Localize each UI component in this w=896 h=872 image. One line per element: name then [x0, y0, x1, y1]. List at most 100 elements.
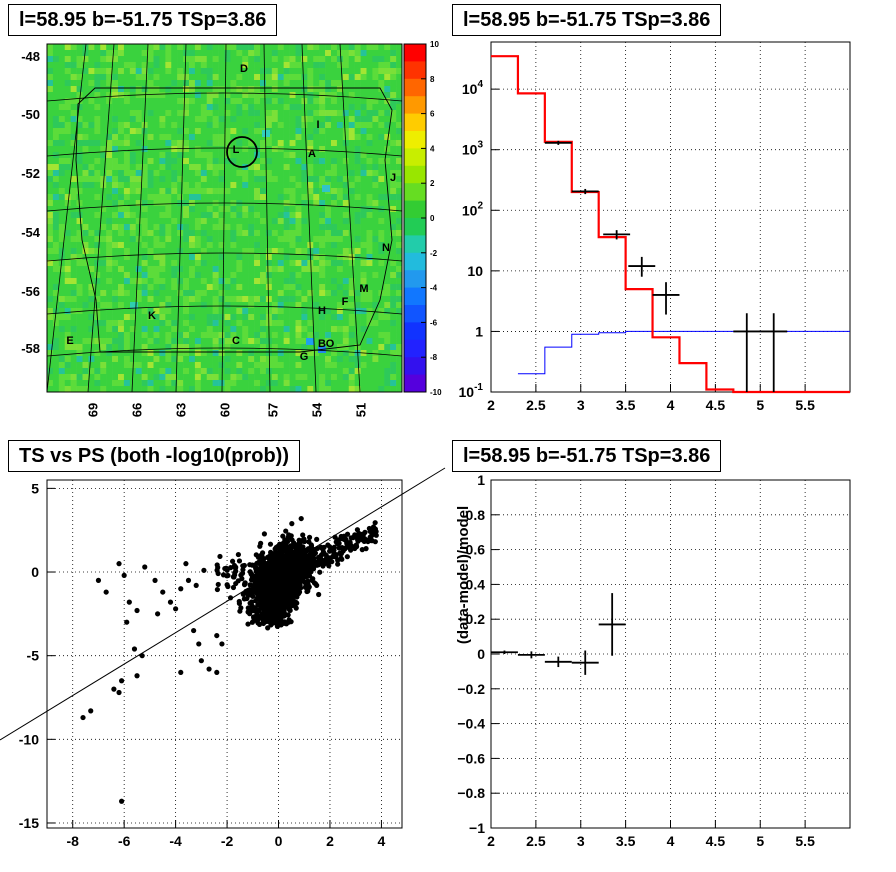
heatmap-cell	[236, 374, 243, 381]
heatmap-cell	[159, 296, 166, 303]
heatmap-cell	[396, 50, 403, 57]
heatmap-cell	[147, 278, 154, 285]
heatmap-cell	[212, 104, 219, 111]
heatmap-cell	[106, 290, 113, 297]
heatmap-cell	[360, 374, 367, 381]
heatmap-cell	[265, 182, 273, 189]
heatmap-cell	[64, 368, 71, 375]
heatmap-cell	[183, 290, 190, 297]
heatmap-cell	[129, 206, 137, 213]
heatmap-cell	[254, 224, 261, 231]
heatmap-cell	[123, 248, 131, 255]
heatmap-cell	[141, 290, 148, 297]
heatmap-cell	[348, 260, 355, 267]
heatmap-cell	[58, 80, 66, 87]
heatmap-cell	[342, 302, 350, 309]
heatmap-cell	[348, 74, 355, 81]
heatmap-cell	[141, 44, 148, 51]
heatmap-cell	[289, 260, 296, 267]
heatmap-cell	[58, 374, 66, 381]
heatmap-cell	[194, 302, 202, 309]
meridian-line	[131, 43, 149, 393]
heatmap-cell	[64, 140, 71, 147]
heatmap-cell	[171, 224, 178, 231]
heatmap-cell	[200, 236, 208, 243]
heatmap-cell	[177, 170, 184, 177]
heatmap-cell	[307, 128, 314, 135]
heatmap-cell	[301, 80, 308, 87]
heatmap-cell	[378, 332, 385, 339]
heatmap-cell	[218, 380, 225, 387]
heatmap-cell	[94, 386, 101, 393]
skymap-x-ticks: 69 66 63 60 57 54 51	[85, 402, 368, 417]
heatmap-cell	[390, 374, 397, 381]
heatmap-cell	[271, 338, 279, 345]
heatmap-cell	[319, 236, 326, 243]
heatmap-cell	[147, 218, 154, 225]
heatmap-cell	[295, 122, 302, 129]
heatmap-cell	[224, 296, 231, 303]
heatmap-cell	[348, 50, 355, 57]
heatmap-cell	[64, 194, 71, 201]
heatmap-cell	[254, 272, 261, 279]
heatmap-cell	[58, 284, 66, 291]
heatmap-cell	[64, 278, 71, 285]
x-tick-label: 3.5	[616, 397, 636, 413]
heatmap-cell	[224, 104, 231, 111]
heatmap-cell	[147, 152, 154, 159]
heatmap-cell	[135, 98, 142, 105]
heatmap-cell	[200, 266, 208, 273]
heatmap-cell	[301, 146, 308, 153]
heatmap-cell	[94, 182, 101, 189]
heatmap-cell	[171, 338, 178, 345]
heatmap-cell	[88, 380, 95, 387]
heatmap-cell	[118, 104, 125, 111]
source-label: G	[300, 351, 309, 363]
heatmap-cell	[218, 332, 225, 339]
heatmap-cell	[319, 152, 326, 159]
heatmap-cell	[123, 338, 131, 345]
heatmap-cell	[271, 308, 279, 315]
heatmap-cell	[277, 386, 284, 393]
heatmap-cell	[189, 164, 196, 171]
heatmap-cell	[153, 332, 160, 339]
heatmap-cell	[200, 152, 208, 159]
heatmap-cell	[64, 386, 71, 393]
heatmap-cell	[212, 62, 219, 69]
heatmap-cell	[360, 62, 367, 69]
heatmap-cell	[106, 206, 113, 213]
heatmap-cell	[212, 74, 219, 81]
heatmap-cell	[64, 308, 71, 315]
heatmap-cell	[331, 266, 338, 273]
heatmap-cell	[183, 272, 190, 279]
heatmap-cell	[366, 86, 373, 93]
heatmap-cell	[366, 206, 373, 213]
scatter-point	[298, 585, 304, 591]
heatmap-cell	[100, 272, 107, 279]
heatmap-cell	[271, 236, 279, 243]
heatmap-cell	[378, 254, 385, 261]
heatmap-cell	[260, 98, 267, 105]
heatmap-cell	[354, 242, 361, 249]
heatmap-cell	[319, 278, 326, 285]
heatmap-cell	[129, 74, 137, 81]
colorbar-swatch	[404, 235, 426, 254]
heatmap-cell	[390, 236, 397, 243]
heatmap-cell	[165, 152, 172, 159]
heatmap-cell	[331, 122, 338, 129]
heatmap-cell	[194, 368, 202, 375]
heatmap-cell	[123, 212, 131, 219]
heatmap-cell	[141, 350, 148, 357]
heatmap-cell	[289, 332, 296, 339]
heatmap-cell	[47, 344, 54, 351]
heatmap-cell	[307, 74, 314, 81]
heatmap-cell	[177, 302, 184, 309]
heatmap-cell	[106, 74, 113, 81]
heatmap-cell	[325, 212, 332, 219]
heatmap-cell	[64, 290, 71, 297]
heatmap-cell	[366, 128, 373, 135]
heatmap-cell	[331, 362, 338, 369]
heatmap-cell	[76, 302, 83, 309]
heatmap-cell	[271, 170, 279, 177]
heatmap-cell	[248, 158, 255, 165]
